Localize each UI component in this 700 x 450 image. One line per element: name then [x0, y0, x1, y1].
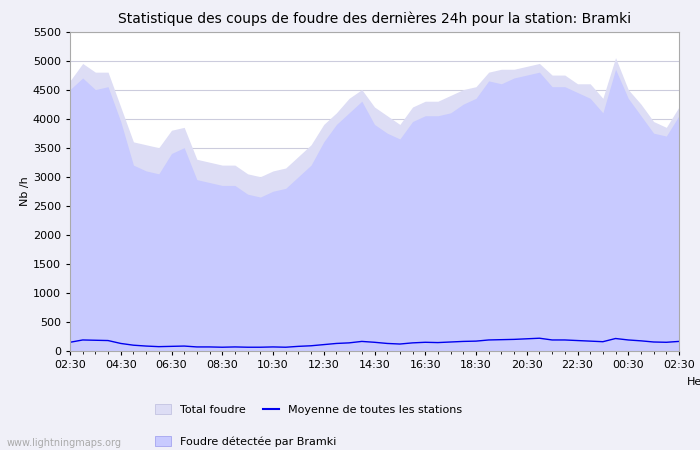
Title: Statistique des coups de foudre des dernières 24h pour la station: Bramki: Statistique des coups de foudre des dern…: [118, 12, 631, 26]
Y-axis label: Nb /h: Nb /h: [20, 176, 30, 206]
Legend: Foudre détectée par Bramki: Foudre détectée par Bramki: [155, 436, 337, 447]
X-axis label: Heure: Heure: [687, 377, 700, 387]
Text: www.lightningmaps.org: www.lightningmaps.org: [7, 438, 122, 448]
